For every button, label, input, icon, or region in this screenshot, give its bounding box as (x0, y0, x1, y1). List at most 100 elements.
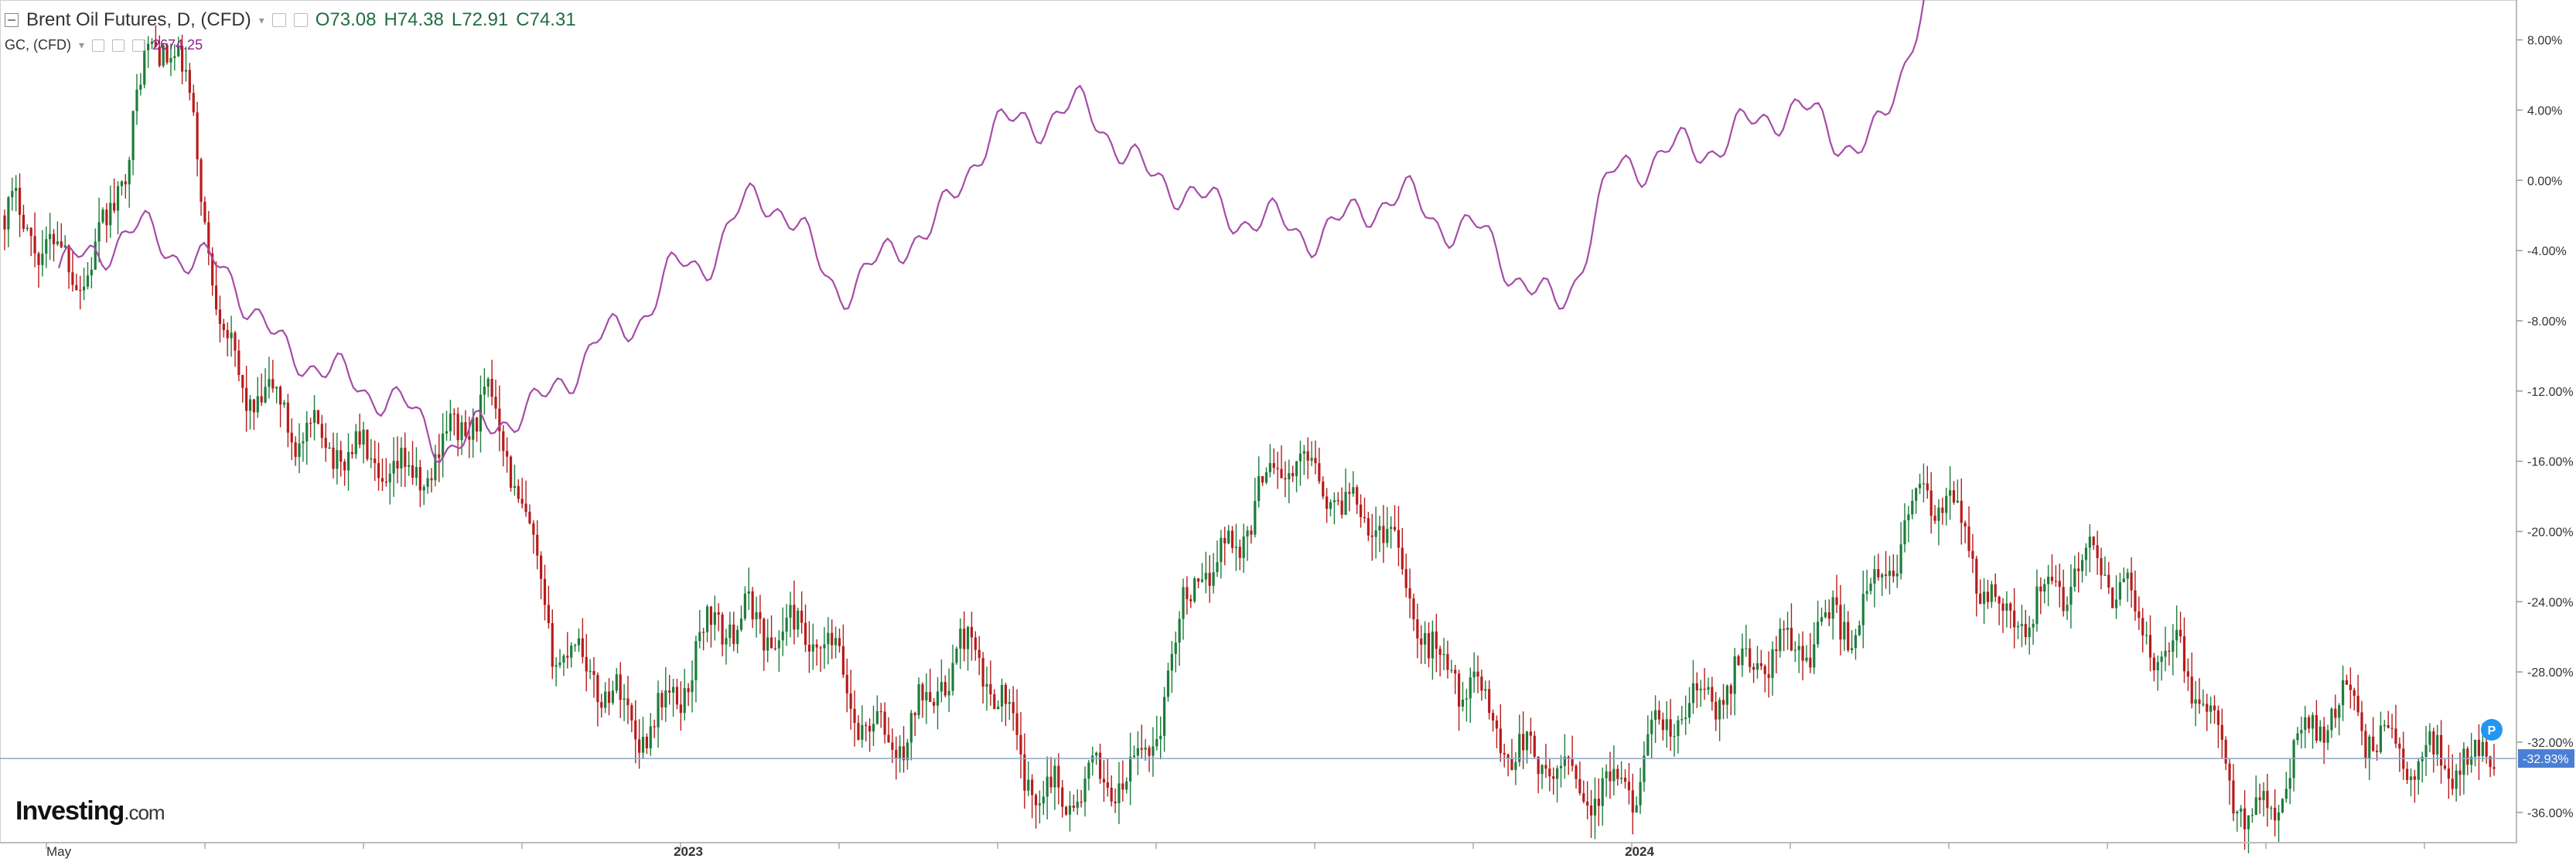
candle-body (336, 450, 339, 469)
chevron-down-icon[interactable]: ▾ (78, 39, 85, 51)
candle-body (94, 241, 97, 270)
candle-body (581, 638, 584, 657)
candle-body (2134, 590, 2137, 612)
collapse-icon[interactable] (5, 13, 19, 27)
candle-body (732, 624, 735, 644)
candle-body (143, 50, 146, 85)
candle-body (49, 233, 52, 240)
candle-body (2334, 708, 2337, 718)
candle-body (430, 478, 433, 481)
candle-body (1374, 530, 1377, 537)
y-tick-label: -32.00% (2527, 737, 2574, 750)
candle-body (1612, 768, 1616, 782)
candle-body (1257, 475, 1261, 502)
chevron-down-icon[interactable]: ▾ (258, 13, 264, 26)
candle-body (7, 197, 10, 230)
candle-body (1711, 687, 1714, 702)
candle-body (2322, 726, 2325, 743)
candle-body (362, 429, 365, 445)
candle-body (789, 605, 792, 618)
candle-body (1627, 782, 1631, 791)
candle-body (2172, 640, 2175, 652)
candle-body (1326, 496, 1329, 509)
pin-icon[interactable]: P (2481, 719, 2503, 741)
candle-body (1495, 721, 1499, 729)
chart-legend: Brent Oil Futures, D, (CFD) ▾ O73.08 H74… (5, 9, 576, 31)
candle-body (1348, 492, 1351, 494)
candle-body (203, 202, 206, 223)
candle-body (1797, 646, 1800, 650)
visibility-icon[interactable] (112, 39, 125, 52)
candle-body (1230, 530, 1234, 548)
candle-body (354, 431, 357, 455)
candle-body (370, 458, 373, 460)
candle-body (1967, 526, 1970, 551)
candle-body (925, 692, 928, 701)
candle-body (460, 422, 463, 441)
candle-body (2179, 629, 2182, 637)
candle-body (2111, 588, 2114, 608)
candle-body (294, 442, 297, 457)
close-icon[interactable] (132, 39, 145, 52)
candle-body (751, 591, 754, 620)
candle-body (2372, 736, 2375, 751)
candle-body (1000, 684, 1004, 707)
candle-body (1631, 790, 1634, 813)
low-value: L72.91 (451, 9, 509, 30)
candle-body (1046, 776, 1049, 797)
candle-body (472, 417, 475, 440)
candle-body (343, 462, 346, 471)
visibility-icon[interactable] (293, 13, 308, 27)
candle-body (1793, 649, 1796, 651)
candle-body (1472, 671, 1476, 678)
candle-body (641, 736, 645, 753)
candle-body (823, 644, 826, 649)
candle-body (388, 473, 391, 483)
candle-body (1752, 666, 1755, 670)
candle-body (1888, 571, 1892, 576)
candle-body (1915, 488, 1918, 501)
candle-body (540, 555, 543, 579)
candle-body (2216, 710, 2220, 725)
candle-body (1057, 765, 1060, 788)
candle-body (1945, 496, 1948, 513)
candle-body (2485, 741, 2488, 757)
candle-body (607, 691, 611, 704)
candle-body (2118, 582, 2122, 600)
candle-body (1397, 530, 1401, 548)
candle-body (468, 436, 471, 440)
candle-body (71, 272, 74, 285)
candle-body (649, 726, 652, 748)
candle-body (1982, 591, 1986, 605)
candle-body (2148, 635, 2152, 658)
candle-body (2394, 728, 2397, 744)
overlay-symbol-name[interactable]: GC, (CFD) (5, 37, 71, 53)
candle-body (691, 680, 694, 693)
candle-body (819, 647, 822, 649)
candle-body (1514, 761, 1517, 770)
candle-body (634, 720, 637, 740)
candle-body (2447, 768, 2450, 779)
settings-icon[interactable] (271, 13, 286, 27)
candle-body (290, 432, 293, 443)
candle-body (1298, 453, 1302, 462)
x-tick-label: 2023 (674, 844, 703, 859)
candle-body (33, 236, 36, 254)
candle-body (2073, 568, 2076, 587)
candle-body (1322, 481, 1325, 497)
candle-body (90, 269, 93, 276)
symbol-name[interactable]: Brent Oil Futures, D, (CFD) (26, 9, 251, 30)
candle-body (2296, 733, 2299, 741)
candle-body (1015, 713, 1018, 735)
candle-body (248, 399, 252, 411)
candle-body (184, 70, 188, 72)
candle-body (1707, 687, 1710, 690)
candle-body (1813, 644, 1816, 668)
settings-icon[interactable] (92, 39, 105, 52)
candle-body (626, 698, 629, 706)
candle-body (1843, 622, 1846, 640)
candle-body (256, 396, 259, 413)
candle-body (494, 397, 497, 409)
candle-body (226, 329, 229, 339)
